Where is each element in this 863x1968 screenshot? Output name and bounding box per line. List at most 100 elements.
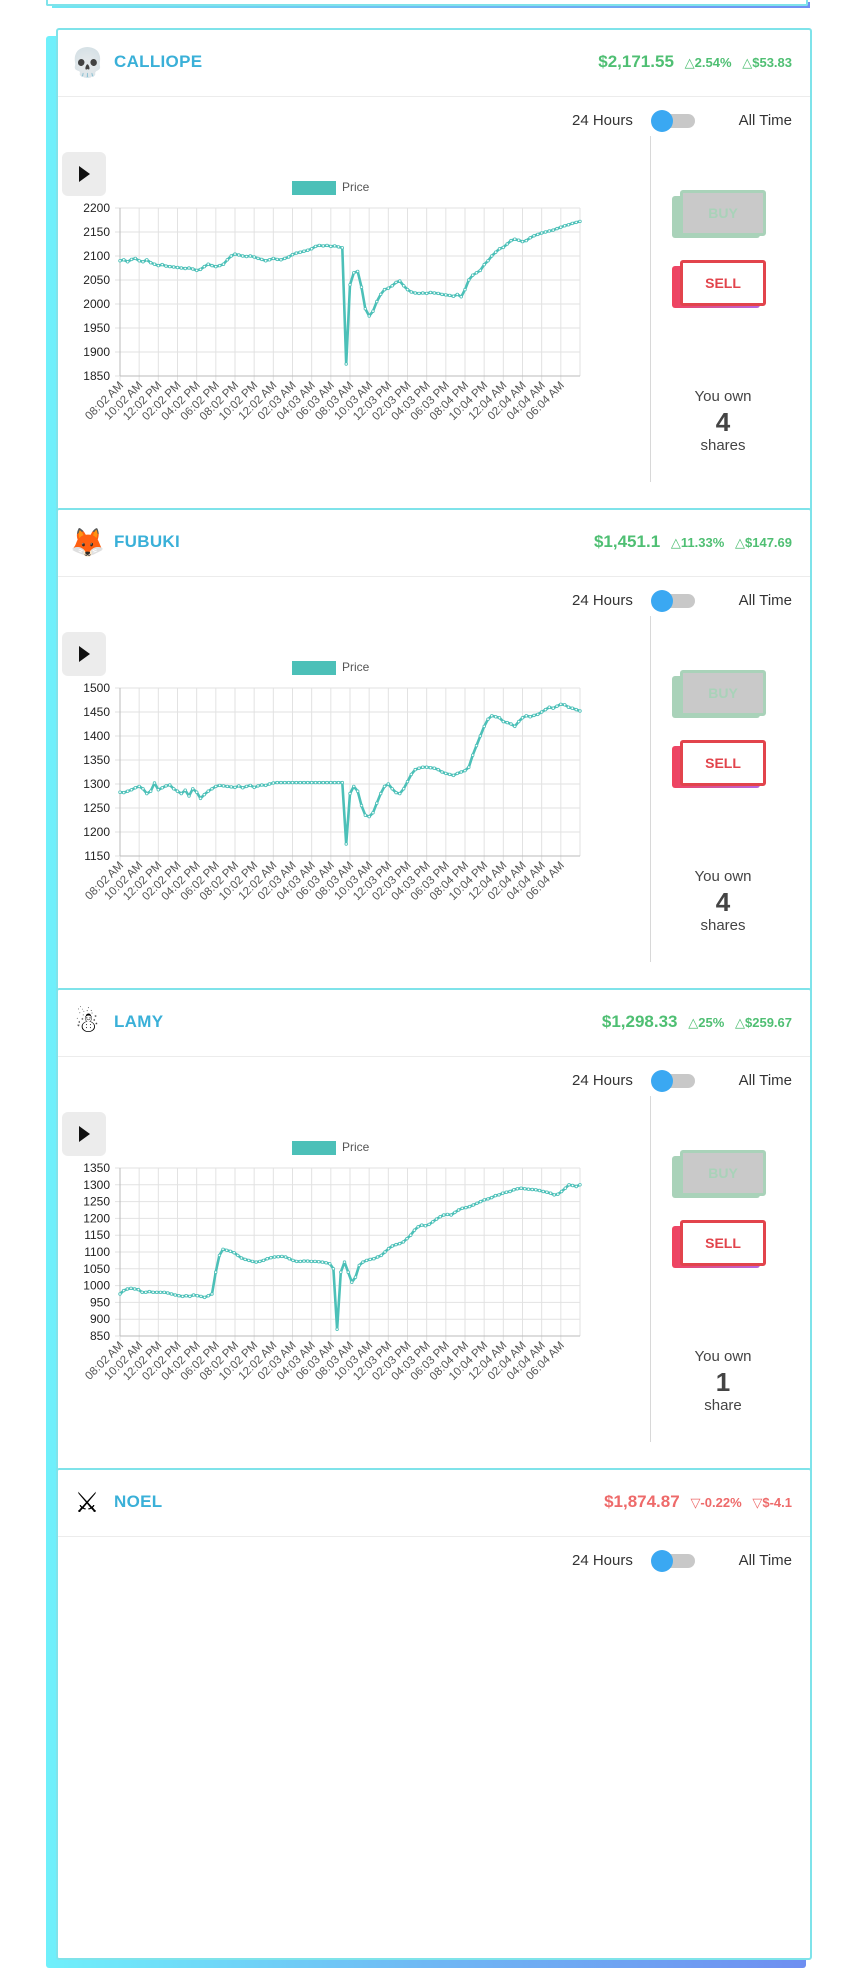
price-point[interactable] [501, 245, 505, 250]
toggle-label-all-time[interactable]: All Time [738, 1072, 792, 1089]
price-point[interactable] [229, 254, 233, 258]
price-point[interactable] [194, 268, 199, 273]
price-point[interactable] [179, 266, 183, 270]
price-point[interactable] [336, 245, 341, 249]
price-point[interactable] [363, 813, 367, 817]
price-point[interactable] [359, 803, 364, 808]
price-point[interactable] [336, 780, 341, 785]
price-point[interactable] [405, 1236, 409, 1241]
price-point[interactable] [372, 1256, 376, 1261]
price-point[interactable] [471, 273, 475, 277]
price-point[interactable] [559, 225, 563, 229]
price-point[interactable] [313, 244, 318, 249]
price-point[interactable] [505, 720, 509, 725]
price-point[interactable] [528, 236, 532, 240]
price-point[interactable] [555, 704, 559, 708]
price-point[interactable] [556, 1192, 560, 1196]
price-point[interactable] [164, 784, 168, 788]
stock-name[interactable]: CALLIOPE [114, 52, 203, 71]
price-point[interactable] [497, 1193, 501, 1197]
price-point[interactable] [505, 242, 509, 246]
buy-button[interactable]: BUY [672, 670, 766, 718]
price-point[interactable] [541, 1189, 545, 1194]
price-point[interactable] [471, 1203, 475, 1207]
price-point[interactable] [543, 230, 548, 234]
price-point[interactable] [137, 784, 141, 789]
price-point[interactable] [276, 1254, 280, 1259]
price-point[interactable] [512, 1188, 516, 1192]
price-point[interactable] [517, 719, 521, 724]
price-point[interactable] [440, 292, 444, 297]
price-point[interactable] [515, 1187, 520, 1191]
price-point[interactable] [371, 309, 375, 313]
price-point[interactable] [187, 266, 191, 270]
time-range-switch[interactable] [651, 110, 695, 132]
price-point[interactable] [321, 780, 325, 785]
sell-button[interactable]: SELL [672, 740, 766, 788]
price-point[interactable] [263, 259, 268, 263]
price-point[interactable] [563, 703, 567, 707]
price-point[interactable] [382, 784, 387, 789]
price-point[interactable] [532, 234, 536, 238]
price-point[interactable] [214, 784, 218, 789]
price-point[interactable] [248, 783, 252, 788]
price-point[interactable] [168, 783, 172, 787]
stock-name[interactable]: LAMY [114, 1012, 164, 1031]
price-point[interactable] [356, 269, 360, 274]
switch-knob[interactable] [651, 1070, 673, 1092]
price-point[interactable] [552, 1193, 556, 1197]
price-point[interactable] [202, 792, 206, 797]
price-point[interactable] [175, 265, 180, 270]
play-button[interactable] [62, 1112, 106, 1156]
price-point[interactable] [328, 1262, 332, 1266]
price-point[interactable] [425, 291, 429, 296]
price-point[interactable] [536, 712, 540, 717]
price-point[interactable] [474, 743, 479, 748]
price-point[interactable] [210, 263, 214, 268]
price-point[interactable] [239, 1256, 244, 1260]
price-point[interactable] [361, 1260, 365, 1264]
price-point[interactable] [559, 702, 563, 706]
price-point[interactable] [283, 780, 287, 785]
price-point[interactable] [379, 1253, 383, 1258]
price-point[interactable] [168, 264, 172, 269]
price-point[interactable] [224, 1248, 229, 1252]
price-point[interactable] [526, 1187, 531, 1191]
price-point[interactable] [413, 291, 417, 295]
price-point[interactable] [156, 263, 160, 268]
price-point[interactable] [445, 1212, 450, 1217]
price-point[interactable] [137, 259, 141, 263]
price-point[interactable] [432, 766, 436, 770]
price-point[interactable] [386, 1246, 391, 1251]
price-point[interactable] [357, 1263, 361, 1268]
price-point[interactable] [566, 223, 571, 227]
price-point[interactable] [260, 257, 264, 262]
price-point[interactable] [256, 256, 260, 261]
price-point[interactable] [306, 780, 310, 785]
price-point[interactable] [453, 1210, 457, 1215]
price-point[interactable] [129, 1286, 133, 1290]
price-point[interactable] [367, 814, 371, 819]
price-point[interactable] [325, 243, 329, 248]
price-point[interactable] [217, 783, 222, 788]
play-button[interactable] [62, 632, 106, 676]
stock-name[interactable]: NOEL [114, 1492, 163, 1511]
price-point[interactable] [148, 261, 153, 265]
price-point[interactable] [530, 1187, 534, 1192]
price-point[interactable] [570, 706, 574, 710]
price-point[interactable] [444, 293, 448, 297]
price-point[interactable] [145, 258, 149, 262]
price-point[interactable] [509, 238, 513, 243]
price-point[interactable] [536, 232, 540, 237]
price-point[interactable] [508, 1189, 512, 1194]
price-point[interactable] [240, 254, 245, 258]
chart-legend[interactable]: Price [292, 1140, 369, 1155]
price-point[interactable] [155, 1290, 159, 1294]
price-point[interactable] [283, 1255, 288, 1259]
price-point[interactable] [164, 264, 168, 268]
price-point[interactable] [563, 1186, 567, 1190]
price-point[interactable] [504, 1190, 509, 1194]
price-point[interactable] [287, 1256, 291, 1261]
price-point[interactable] [298, 1259, 302, 1264]
price-point[interactable] [368, 1257, 372, 1262]
